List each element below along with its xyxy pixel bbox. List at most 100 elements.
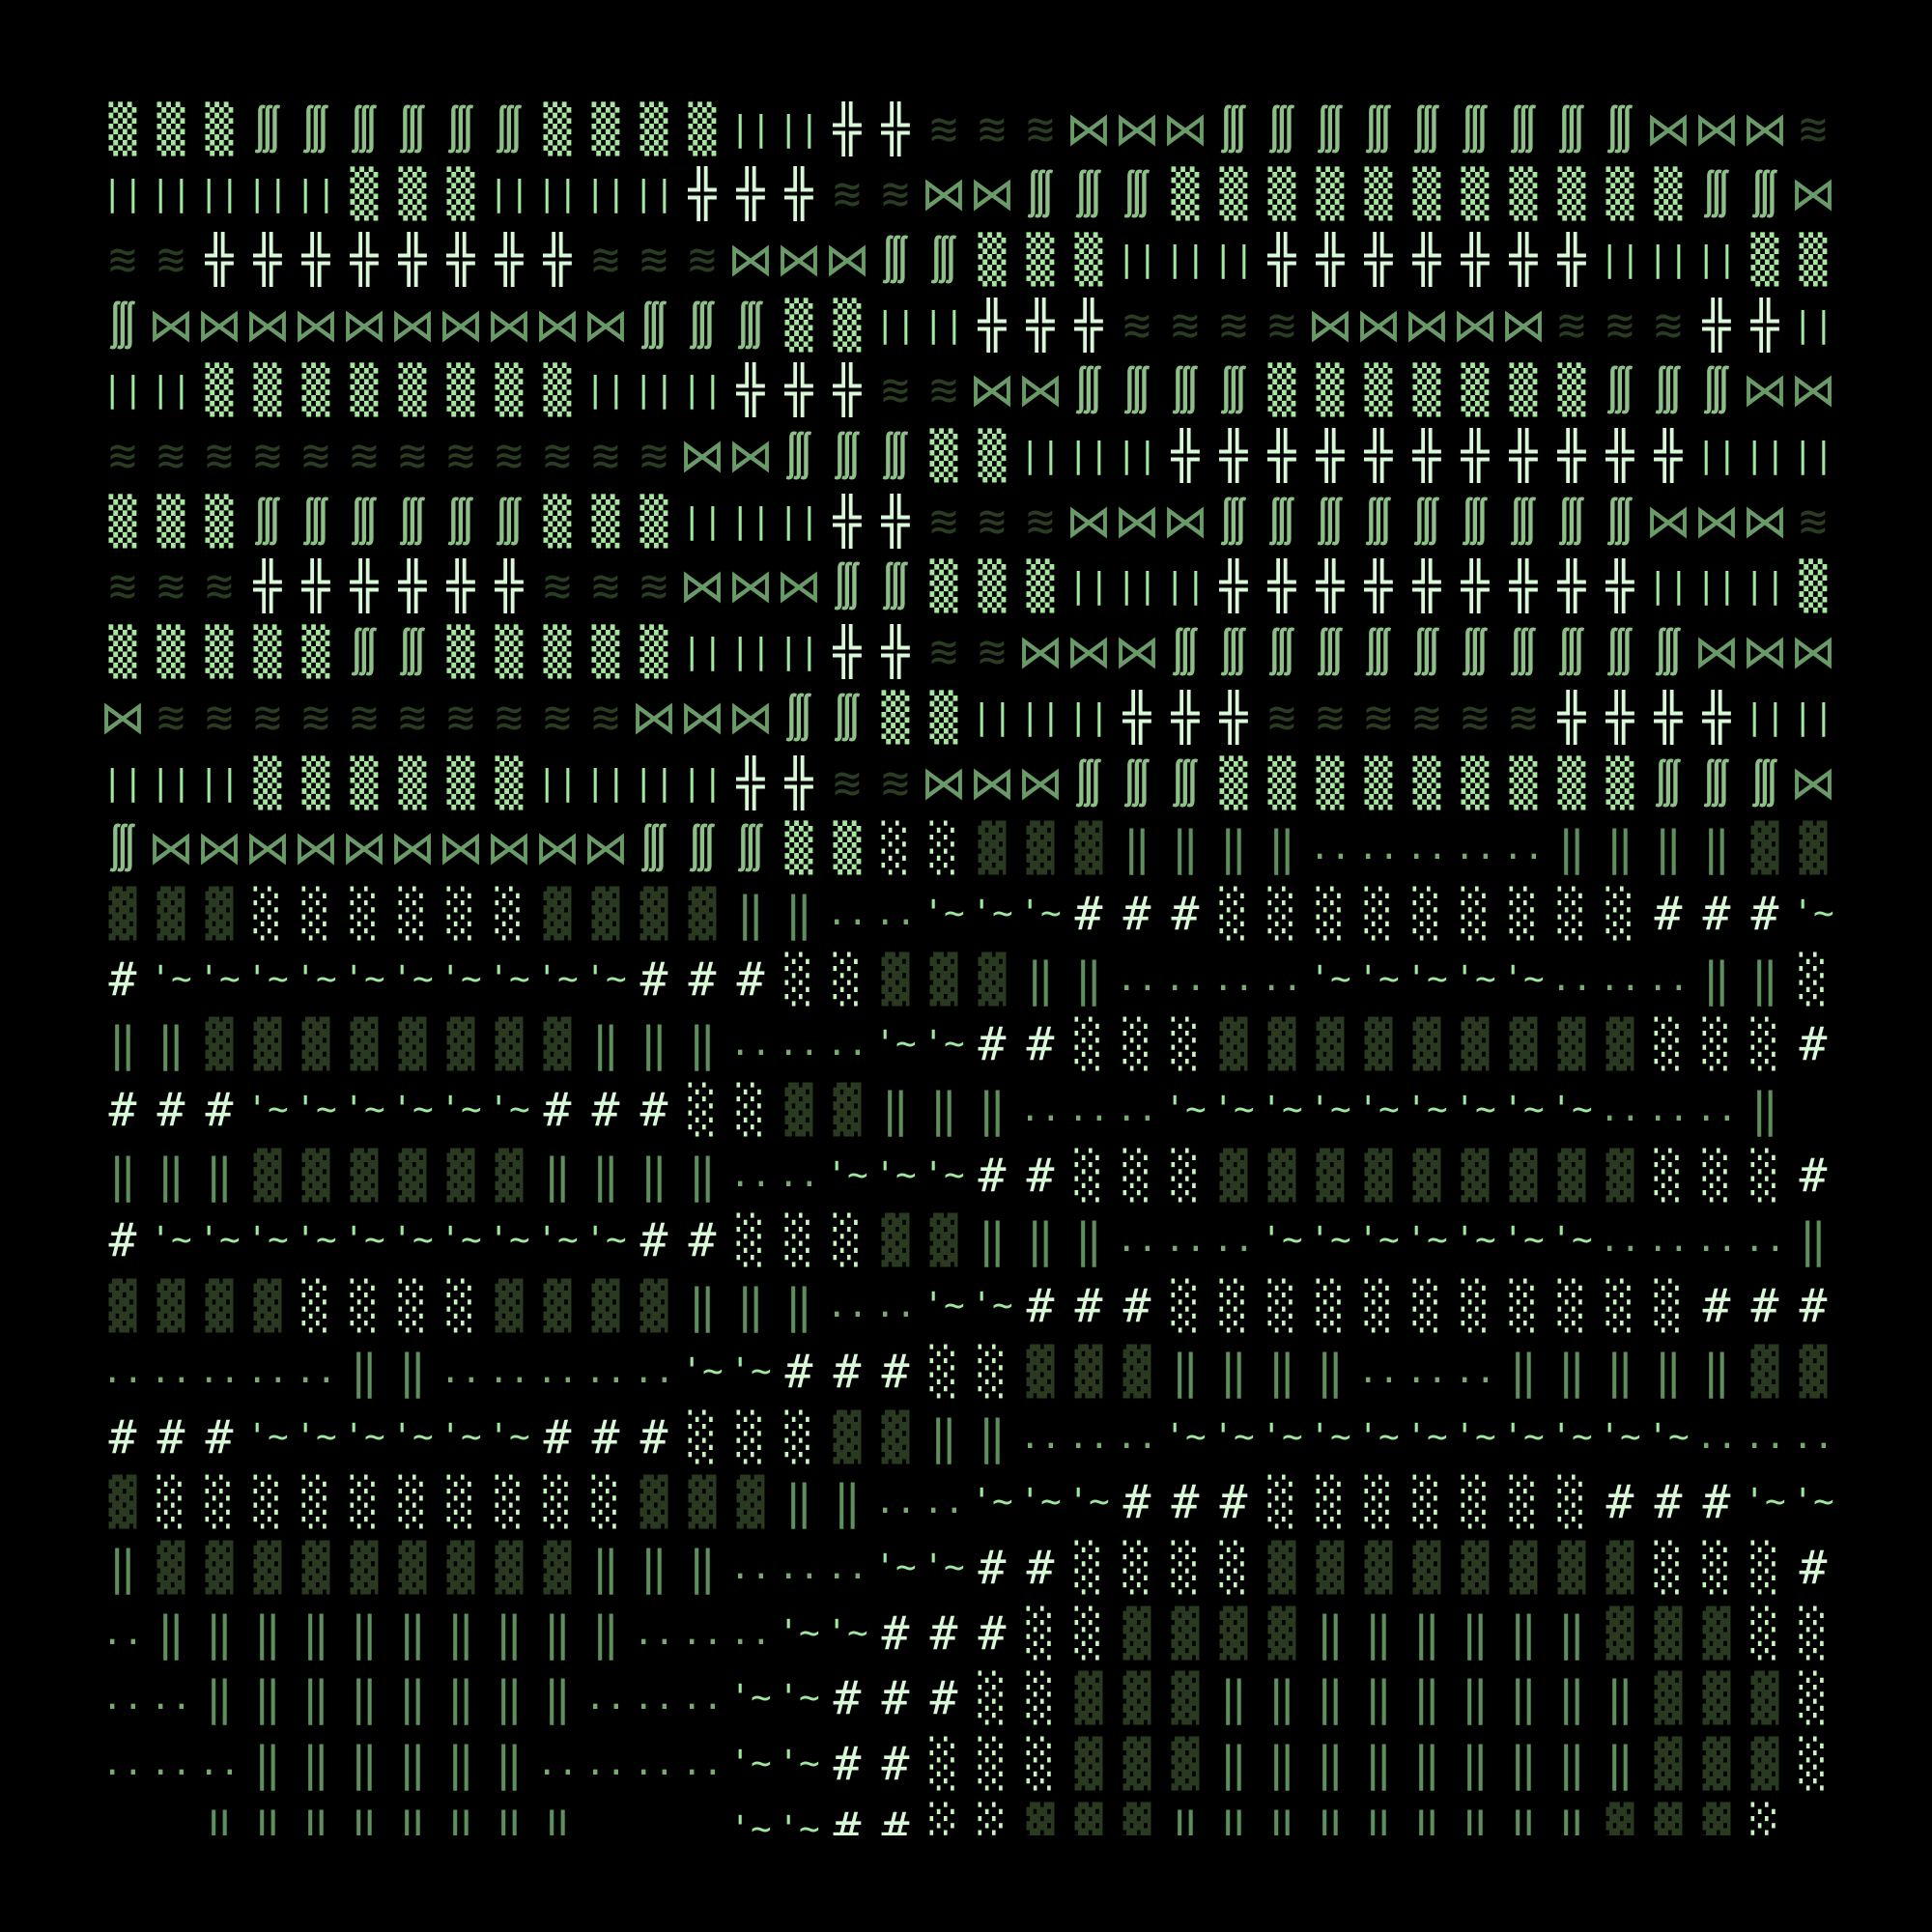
glyph-cell: '~ xyxy=(343,1416,385,1457)
glyph-cell: ⋈ xyxy=(824,232,870,287)
glyph-cell: ≋ xyxy=(978,625,1007,680)
glyph-cell: .. xyxy=(584,1744,627,1783)
glyph-cell: ╬ xyxy=(1461,429,1490,483)
glyph-cell: ‖ xyxy=(1509,1671,1538,1726)
glyph-cell: # xyxy=(1799,1279,1828,1334)
glyph-cell: ▓ xyxy=(1364,1017,1393,1072)
glyph-cell: ╬ xyxy=(398,559,427,614)
glyph-cell: ░ xyxy=(929,1344,958,1399)
glyph-cell: ▓ xyxy=(1026,821,1055,876)
glyph-cell: ▓ xyxy=(1267,1148,1296,1203)
glyph-cell: ‖ xyxy=(446,1737,475,1791)
glyph-cell: ‖ xyxy=(1074,952,1103,1007)
glyph-cell: '~ xyxy=(826,1154,868,1195)
glyph-cell: ░ xyxy=(446,886,475,941)
glyph-cell: ∭ xyxy=(1074,363,1103,418)
glyph-cell: ╬ xyxy=(1750,298,1779,353)
glyph-cell: # xyxy=(1171,886,1200,941)
glyph-cell: ▒ xyxy=(156,625,185,680)
glyph-cell: ▓ xyxy=(543,886,572,941)
glyph-cell: '~ xyxy=(295,958,337,999)
glyph-cell: ▓ xyxy=(833,1083,862,1137)
glyph-cell: ░ xyxy=(929,1802,958,1835)
glyph-cell: '~ xyxy=(343,1090,385,1129)
glyph-cell: ░ xyxy=(1316,1475,1345,1530)
glyph-cell: ▓ xyxy=(1509,1148,1538,1203)
glyph-cell: ╬ xyxy=(1557,232,1586,287)
glyph-cell: ╬ xyxy=(881,494,910,549)
glyph-cell: || xyxy=(971,696,1013,737)
glyph-cell: ╬ xyxy=(495,559,524,614)
glyph-cell: || xyxy=(1647,239,1690,279)
glyph-cell: ≋ xyxy=(833,167,862,222)
glyph-cell: || xyxy=(1067,436,1110,475)
glyph-cell: || xyxy=(584,762,627,803)
glyph-cell: ⋈ xyxy=(727,232,774,287)
glyph-cell: # xyxy=(639,952,668,1007)
glyph-cell: .. xyxy=(1067,1090,1110,1129)
glyph-cell: '~ xyxy=(1550,1090,1593,1129)
glyph-cell: ░ xyxy=(978,1344,1007,1399)
glyph-cell: ∭ xyxy=(881,559,910,614)
glyph-cell: ▒ xyxy=(1799,559,1828,614)
glyph-cell: ∭ xyxy=(1654,625,1683,680)
glyph-cell: '~ xyxy=(778,1612,820,1653)
glyph-cell: '~ xyxy=(923,1547,965,1587)
glyph-cell: ░ xyxy=(1799,1671,1828,1726)
glyph-cell: '~ xyxy=(1261,1220,1303,1261)
glyph-cell: ⋈ xyxy=(389,298,436,353)
glyph-cell: ‖ xyxy=(1702,821,1731,876)
glyph-cell: # xyxy=(205,1083,234,1137)
glyph-cell: ‖ xyxy=(156,1148,185,1203)
glyph-cell: ≋ xyxy=(1122,298,1151,353)
glyph-cell: || xyxy=(1744,696,1786,737)
glyph-cell: .. xyxy=(536,1350,579,1391)
glyph-cell: ≋ xyxy=(591,690,620,745)
glyph-cell: ╬ xyxy=(1509,559,1538,614)
glyph-cell: ≋ xyxy=(688,232,717,287)
glyph-cell: ⋈ xyxy=(1017,363,1064,418)
glyph-cell: .. xyxy=(1599,1090,1641,1129)
glyph-cell: ▒ xyxy=(156,494,185,549)
glyph-cell: .. xyxy=(1454,1350,1496,1391)
glyph-cell: ‖ xyxy=(1557,1671,1586,1726)
glyph-cell: # xyxy=(1171,1475,1200,1530)
glyph-row: || || || ▒ ▒ ▒ ▒ ▒ ▒ || || || || ╬ ╬ ≋ ≋ ⋈ ⋈ ⋈ ∭ ∭ ∭ ▒ ▒ ▒ ▒ ▒ ▒ ▒ ▒ ▒ ∭… xyxy=(99,751,1835,815)
glyph-cell: ∭ xyxy=(784,690,813,745)
glyph-cell: ╬ xyxy=(833,625,862,680)
glyph-cell: ‖ xyxy=(1412,1737,1441,1791)
glyph-cell: ∭ xyxy=(1219,101,1248,156)
glyph-cell: || xyxy=(874,304,917,345)
glyph-cell: '~ xyxy=(1792,893,1834,933)
glyph-cell: ▒ xyxy=(1605,755,1634,810)
glyph-cell: ╬ xyxy=(784,363,813,418)
glyph-cell: ‖ xyxy=(1799,1213,1828,1268)
glyph-cell: ≋ xyxy=(881,167,910,222)
glyph-cell: ∭ xyxy=(1605,625,1634,680)
glyph-cell: ▓ xyxy=(446,1017,475,1072)
glyph-cell: # xyxy=(1799,1148,1828,1203)
glyph-cell: ▒ xyxy=(253,363,282,418)
glyph-cell: ╬ xyxy=(1702,690,1731,745)
glyph-cell: '~ xyxy=(1309,1090,1351,1129)
glyph-cell: ∭ xyxy=(1509,625,1538,680)
glyph-cell: ‖ xyxy=(1557,1605,1586,1661)
glyph-cell: ▒ xyxy=(639,101,668,156)
ascii-art-canvas: ▒ ▒ ▒ ∭ ∭ ∭ ∭ ∭ ∭ ▒ ▒ ▒ ▒ || || ╬ ╬ ≋ ≋ ≋ ⋈ ⋈ ⋈ ∭ ∭ ∭ ∭ ∭ ∭ ∭ ∭ ∭ ⋈ ⋈ ⋈ ≋ ||… xyxy=(99,97,1835,1836)
glyph-row: ≋ ≋ ≋ ≋ ≋ ≋ ≋ ≋ ≋ ≋ ≋ ≋ ⋈ ⋈ ∭ ∭ ∭ ▒ ▒ || || || ╬ ╬ ╬ ╬ ╬ ╬ ╬ ╬ ╬ ╬ ╬ || ||… xyxy=(99,424,1835,489)
glyph-cell: ‖ xyxy=(591,1540,620,1595)
glyph-cell: ╬ xyxy=(1557,690,1586,745)
glyph-cell: ⋈ xyxy=(1742,363,1788,418)
glyph-cell: ░ xyxy=(1171,1148,1200,1203)
glyph-cell: ⋈ xyxy=(293,298,339,353)
glyph-cell: ░ xyxy=(929,821,958,876)
glyph-cell: ▒ xyxy=(543,363,572,418)
glyph-cell: ▓ xyxy=(1122,1737,1151,1791)
glyph-cell: ∭ xyxy=(398,625,427,680)
glyph-cell: ‖ xyxy=(398,1605,427,1661)
glyph-cell: ░ xyxy=(1509,1279,1538,1334)
glyph-cell: ‖ xyxy=(1316,1802,1345,1835)
glyph-cell: ‖ xyxy=(1509,1802,1538,1835)
glyph-cell: ∭ xyxy=(833,559,862,614)
glyph-cell: ▓ xyxy=(1122,1802,1151,1835)
